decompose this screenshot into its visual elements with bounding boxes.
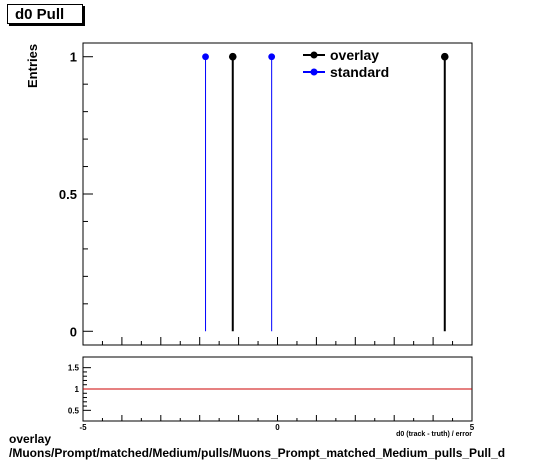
ratio-y-tick-label: 1 xyxy=(75,385,80,394)
ratio-y-tick-label: 0.5 xyxy=(68,406,80,415)
ratio-x-tick-label: 5 xyxy=(470,423,475,432)
caption-line-1: overlay xyxy=(9,432,52,446)
ratio-x-tick-label: 0 xyxy=(275,423,280,432)
main-plot-frame xyxy=(82,42,473,346)
legend-swatch-marker xyxy=(310,68,318,76)
caption-line-2: /Muons/Prompt/matched/Medium/pulls/Muons… xyxy=(9,446,506,460)
ratio-y-tick-label: 1.5 xyxy=(68,364,80,373)
y-tick-label: 1 xyxy=(70,50,77,65)
legend-label-standard: standard xyxy=(330,64,389,80)
histogram-title: d0 Pull xyxy=(7,4,83,24)
overlay-point xyxy=(228,52,237,61)
ratio-x-tick-label: -5 xyxy=(79,423,87,432)
legend-swatch-marker xyxy=(310,51,318,59)
y-tick-label: 0 xyxy=(70,324,77,339)
y-tick-label: 0.5 xyxy=(59,187,77,202)
standard-point xyxy=(202,53,209,61)
overlay-point xyxy=(440,52,449,61)
x-axis-label: d0 (track - truth) / error xyxy=(396,431,472,438)
standard-point xyxy=(268,53,276,61)
legend-label-overlay: overlay xyxy=(330,47,379,63)
